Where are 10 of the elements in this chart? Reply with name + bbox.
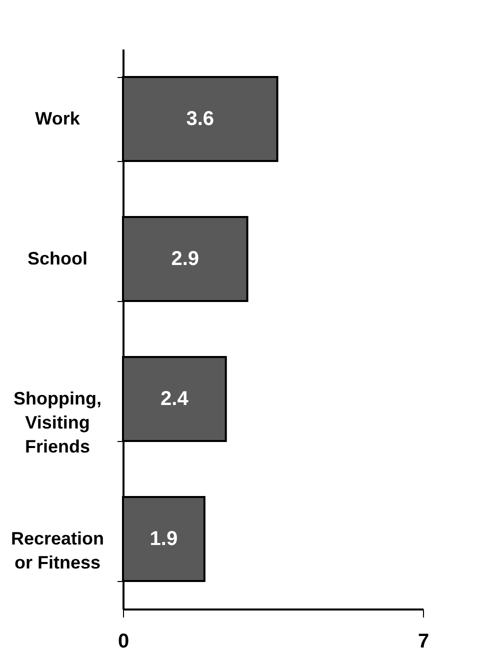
data-label: 2.4 [160, 388, 190, 410]
data-label: 3.6 [186, 108, 214, 130]
x-tick-label: 7 [418, 630, 430, 652]
y-tick-label: Work [35, 108, 81, 128]
y-tick-label: School [27, 248, 88, 268]
data-label: 2.9 [171, 248, 200, 270]
y-tick-label: Shopping, Visiting Friends [14, 388, 102, 456]
y-tick-label: Recreation or Fitness [10, 528, 104, 572]
data-label: 1.9 [150, 528, 178, 550]
x-tick-label: 0 [118, 630, 130, 652]
